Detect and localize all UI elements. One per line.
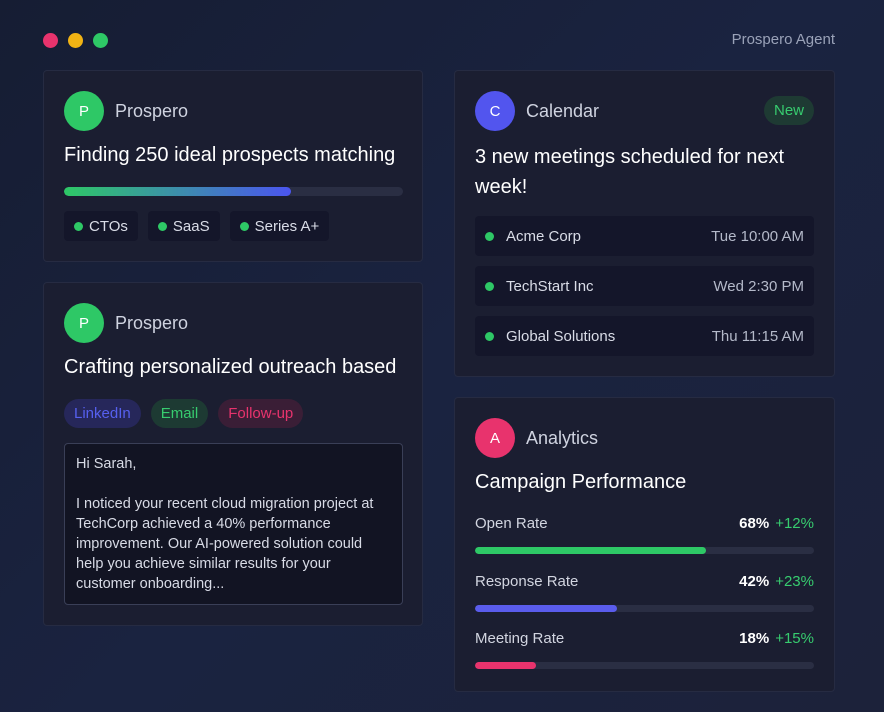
metric-label: Response Rate — [475, 572, 579, 590]
criteria-tags: CTOs SaaS Series A+ — [64, 211, 330, 241]
meeting-item[interactable]: TechStart Inc Wed 2:30 PM — [475, 266, 814, 306]
avatar-initial: C — [489, 102, 501, 120]
agent-avatar: A — [475, 418, 515, 458]
agent-avatar: C — [475, 91, 515, 131]
meeting-company: Global Solutions — [506, 327, 616, 345]
meeting-time: Tue 10:00 AM — [711, 227, 804, 245]
metric-bar — [475, 605, 814, 612]
email-draft[interactable]: Hi Sarah, I noticed your recent cloud mi… — [64, 443, 403, 605]
meeting-company: Acme Corp — [506, 227, 582, 245]
agent-name: Prospero — [115, 100, 189, 121]
metric-bar-fill — [475, 605, 618, 612]
avatar-initial: P — [78, 314, 89, 332]
metric-value: 42% — [739, 572, 770, 590]
tag-ctos[interactable]: CTOs — [64, 211, 138, 241]
card-header: A Analytics — [475, 418, 598, 458]
prospecting-card: P Prospero Finding 250 ideal prospects m… — [43, 70, 423, 262]
card-header: P Prospero — [64, 91, 188, 131]
tag-status-dot — [157, 221, 167, 231]
task-progress-fill — [64, 187, 292, 196]
channel-label: Follow-up — [228, 405, 294, 422]
tag-label: Series A+ — [254, 217, 320, 235]
metric-value: 68% — [739, 514, 770, 532]
analytics-card: A Analytics Campaign Performance Open Ra… — [454, 397, 835, 692]
maximize-window-button[interactable] — [93, 33, 108, 48]
window-controls — [43, 33, 108, 48]
card-header: C Calendar — [475, 91, 599, 131]
channel-label: Email — [160, 405, 199, 422]
new-badge: New — [763, 96, 814, 125]
metric-change: +15% — [775, 629, 814, 647]
meeting-item[interactable]: Acme Corp Tue 10:00 AM — [475, 216, 814, 256]
metric-change: +12% — [775, 514, 814, 532]
metric-label: Meeting Rate — [475, 629, 565, 647]
tag-status-dot — [239, 221, 249, 231]
meeting-time: Wed 2:30 PM — [713, 277, 804, 295]
tag-label: SaaS — [172, 217, 210, 235]
agent-name: Prospero — [115, 312, 189, 333]
metric-change: +23% — [775, 572, 814, 590]
metric-response-rate: Response Rate 42% +23% — [475, 571, 814, 612]
card-header: P Prospero — [64, 303, 188, 343]
section-title: Campaign Performance — [475, 471, 687, 493]
meeting-time: Thu 11:15 AM — [711, 327, 804, 345]
meeting-list: Acme Corp Tue 10:00 AM TechStart Inc Wed… — [475, 216, 814, 356]
task-progress-bar — [64, 187, 403, 196]
task-headline: Finding 250 ideal prospects matching — [64, 144, 396, 166]
calendar-card: C Calendar New 3 new meetings scheduled … — [454, 70, 835, 377]
outreach-card: P Prospero Crafting personalized outreac… — [43, 282, 423, 626]
metric-open-rate: Open Rate 68% +12% — [475, 513, 814, 554]
meeting-status-dot — [485, 231, 494, 241]
tag-label: CTOs — [89, 217, 128, 235]
app-title: Prospero Agent — [731, 31, 835, 48]
channel-linkedin[interactable]: LinkedIn — [64, 399, 141, 428]
metric-bar-fill — [475, 662, 537, 669]
meeting-company: TechStart Inc — [506, 277, 594, 295]
task-headline: 3 new meetings scheduled for next week! — [475, 146, 785, 198]
channel-pills: LinkedIn Email Follow-up — [64, 399, 304, 428]
agent-name: Calendar — [526, 100, 600, 121]
channel-label: LinkedIn — [74, 405, 131, 422]
meeting-status-dot — [485, 281, 494, 291]
meeting-item[interactable]: Global Solutions Thu 11:15 AM — [475, 316, 814, 356]
avatar-initial: A — [489, 429, 500, 447]
metric-bar-fill — [475, 547, 706, 554]
meeting-status-dot — [485, 331, 494, 341]
agent-avatar: P — [64, 303, 104, 343]
tag-saas[interactable]: SaaS — [147, 211, 220, 241]
channel-follow-up[interactable]: Follow-up — [218, 399, 304, 428]
tag-status-dot — [74, 221, 83, 231]
task-headline: Crafting personalized outreach based — [64, 356, 397, 378]
metric-bar — [475, 547, 814, 554]
agent-name: Analytics — [526, 427, 599, 448]
avatar-initial: P — [78, 102, 89, 120]
close-window-button[interactable] — [43, 33, 58, 48]
channel-email[interactable]: Email — [150, 399, 209, 428]
metric-value: 18% — [739, 629, 770, 647]
minimize-window-button[interactable] — [68, 33, 83, 48]
metric-meeting-rate: Meeting Rate 18% +15% — [475, 628, 814, 669]
agent-avatar: P — [64, 91, 104, 131]
metric-label: Open Rate — [475, 514, 548, 532]
tag-series-a[interactable]: Series A+ — [229, 211, 330, 241]
metric-bar — [475, 662, 814, 669]
